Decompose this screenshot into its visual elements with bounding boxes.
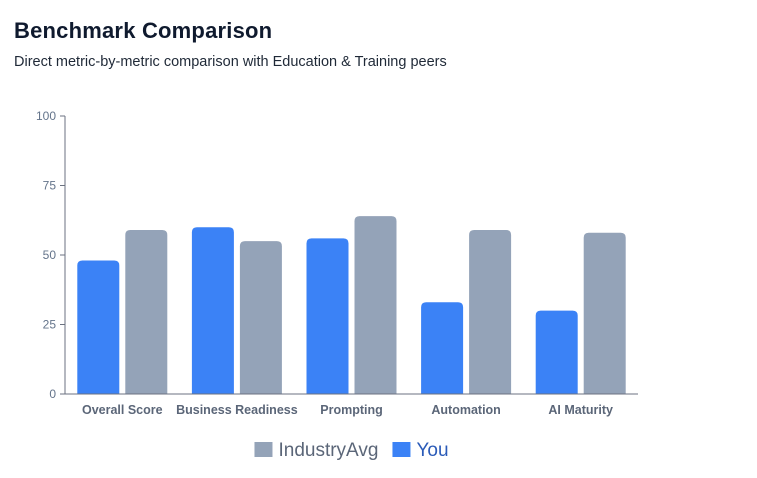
x-tick-label: Prompting: [320, 403, 383, 417]
bar-you-business-readiness: [191, 227, 234, 394]
legend-swatch-industryavg: [254, 442, 273, 457]
bar-you-ai-maturity: [535, 310, 578, 394]
y-tick-label: 75: [43, 179, 57, 193]
bar-industryavg-ai-maturity: [583, 232, 626, 394]
y-axis: 0 25 50 75 100: [36, 109, 66, 401]
y-tick-label: 0: [49, 387, 56, 401]
bar-you-overall-score: [77, 260, 120, 394]
legend-swatch-you: [392, 442, 411, 457]
y-tick-label: 25: [43, 318, 57, 332]
y-tick-label: 100: [36, 109, 56, 123]
x-axis: Overall Score Business Readiness Prompting…: [65, 393, 638, 417]
x-tick-label: Overall Score: [82, 403, 163, 417]
x-tick-label: Automation: [431, 403, 500, 417]
bar-you-automation: [421, 302, 464, 394]
x-tick-label: Business Readiness: [176, 403, 298, 417]
x-tick-label: AI Maturity: [548, 403, 613, 417]
bar-industryavg-business-readiness: [239, 241, 282, 394]
chart-subtitle: Direct metric-by-metric comparison with …: [14, 54, 447, 70]
bar-you-prompting: [306, 238, 349, 394]
legend-label-industryavg: IndustryAvg: [278, 440, 378, 461]
bar-industryavg-prompting: [354, 216, 397, 394]
y-tick-label: 50: [43, 248, 57, 262]
bar-industryavg-overall-score: [125, 229, 168, 394]
chart-title: Benchmark Comparison: [14, 18, 273, 43]
bars: [77, 216, 626, 394]
bar-industryavg-automation: [469, 229, 512, 394]
legend: IndustryAvg You: [254, 440, 449, 461]
legend-label-you: You: [416, 440, 448, 461]
